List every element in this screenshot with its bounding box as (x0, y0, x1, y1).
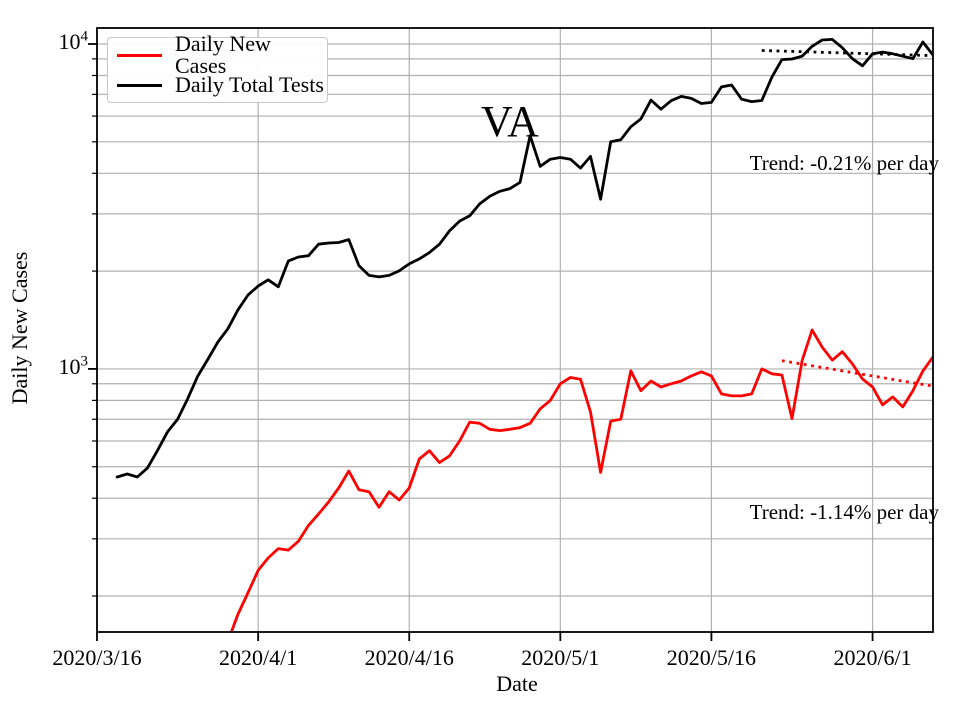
plot-border (96, 27, 934, 633)
daily-new-cases-line (229, 328, 933, 632)
y-axis-label: Daily New Cases (7, 251, 32, 405)
x-tick-label: 2020/6/1 (833, 645, 912, 670)
black-line-swatch-icon (117, 83, 162, 87)
x-tick-label: 2020/4/1 (219, 645, 298, 670)
chart-title: VA (481, 97, 539, 146)
x-tick-label: 2020/3/16 (52, 645, 142, 670)
x-tick-label: 2020/5/16 (666, 645, 757, 670)
daily-total-tests-trend-line (761, 49, 933, 58)
daily-total-tests-line (115, 38, 933, 479)
legend: Daily New Cases Daily Total Tests (107, 33, 328, 103)
legend-label-daily-new-cases: Daily New Cases (175, 31, 271, 78)
y-tick-label: 103 (58, 353, 89, 379)
legend-row-daily-total-tests: Daily Total Tests (108, 70, 327, 100)
y-tick-label: 104 (58, 28, 89, 54)
x-tick-label: 2020/5/1 (521, 645, 600, 670)
legend-row-daily-new-cases: Daily New Cases (108, 33, 327, 77)
legend-label-daily-total-tests: Daily Total Tests (175, 72, 324, 97)
x-axis-label: Date (496, 671, 538, 696)
cases-trend-annotation: Trend: -1.14% per day (749, 500, 939, 524)
tests-trend-annotation: Trend: -0.21% per day (749, 151, 939, 175)
x-tick-label: 2020/4/16 (364, 645, 454, 670)
red-line-swatch-icon (117, 53, 162, 57)
